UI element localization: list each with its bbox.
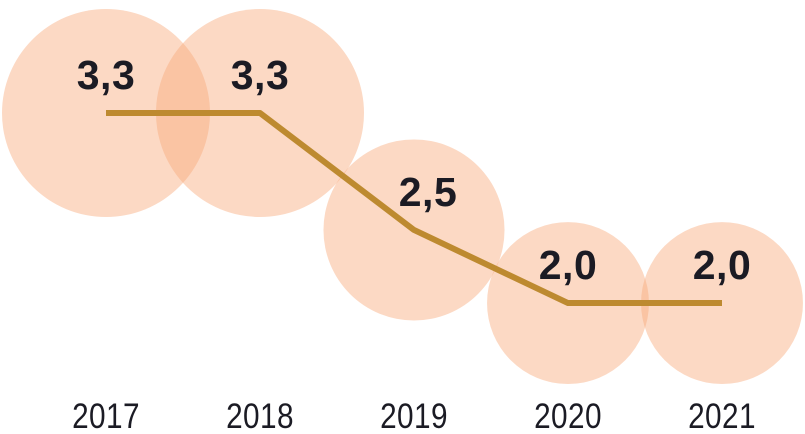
- value-label-2021: 2,0: [693, 242, 752, 288]
- year-label-group-2020: 2020: [534, 397, 602, 434]
- year-label-2019: 2019: [380, 397, 448, 434]
- year-label-group-2018: 2018: [226, 397, 294, 434]
- year-label-2021: 2021: [688, 397, 756, 434]
- value-label-2020: 2,0: [539, 242, 598, 288]
- trend-line: [106, 110, 722, 307]
- value-label-2019: 2,5: [399, 169, 458, 215]
- value-label-2017: 3,3: [77, 52, 136, 98]
- year-label-2018: 2018: [226, 397, 294, 434]
- year-label-group-2017: 2017: [72, 397, 140, 434]
- year-label-group-2019: 2019: [380, 397, 448, 434]
- year-label-2020: 2020: [534, 397, 602, 434]
- year-label-group-2021: 2021: [688, 397, 756, 434]
- value-label-2018: 3,3: [231, 52, 290, 98]
- year-label-2017: 2017: [72, 397, 140, 434]
